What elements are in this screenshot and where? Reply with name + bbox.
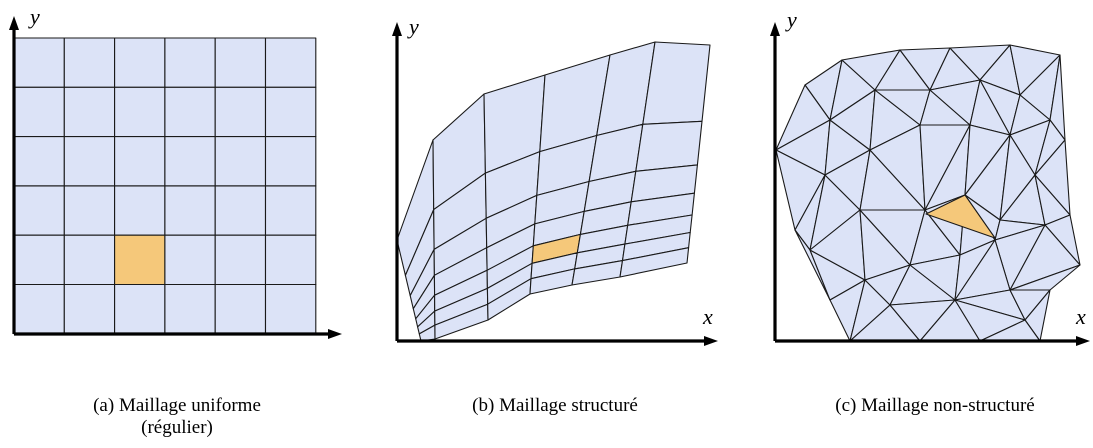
mesh-cell <box>164 283 216 335</box>
mesh-cell <box>264 185 317 236</box>
mesh-cell <box>13 185 65 236</box>
mesh-cell <box>13 234 65 286</box>
x-axis-arrowhead-c <box>1076 336 1090 346</box>
mesh-cell <box>114 185 166 236</box>
y-axis-label-c: y <box>785 7 797 32</box>
panel-c-axes: y x <box>770 7 1090 346</box>
panel-structured-mesh <box>396 41 711 342</box>
mesh-cell <box>264 136 317 187</box>
mesh-cell <box>13 136 65 187</box>
panel-a-axes: y <box>9 4 342 339</box>
mesh-cell <box>642 41 711 125</box>
mesh-cell <box>164 136 216 187</box>
mesh-cell <box>164 234 216 286</box>
y-axis-arrowhead-b <box>392 22 402 36</box>
panel-unstructured-mesh <box>775 44 1081 342</box>
mesh-cell <box>164 37 216 88</box>
mesh-cell <box>13 283 65 335</box>
y-axis-label-b: y <box>407 14 419 39</box>
caption-b-line1: (b) Maillage structuré <box>472 395 638 416</box>
mesh-cell <box>214 234 267 286</box>
x-axis-label-b: x <box>702 304 713 329</box>
caption-a: (a) Maillage uniforme (régulier) <box>62 395 292 439</box>
y-axis-arrowhead-a <box>9 16 19 30</box>
panel-b-axes: y x <box>392 14 718 346</box>
mesh-cell <box>214 185 267 236</box>
mesh-cell <box>214 86 267 138</box>
mesh-cell <box>114 136 166 187</box>
mesh-cell <box>13 37 65 88</box>
caption-a-line2: (régulier) <box>141 417 213 438</box>
y-axis-arrowhead-c <box>770 22 780 36</box>
x-axis-label-c: x <box>1075 304 1086 329</box>
mesh-cell <box>114 283 166 335</box>
mesh-cell <box>264 234 317 286</box>
mesh-cell <box>13 86 65 138</box>
mesh-cell <box>619 247 690 278</box>
mesh-cell <box>63 136 116 187</box>
mesh-cell <box>214 283 267 335</box>
mesh-cell <box>63 86 116 138</box>
mesh-cell <box>63 283 116 335</box>
mesh-cell <box>214 37 267 88</box>
highlighted-triangle <box>925 194 996 239</box>
mesh-cell <box>63 37 116 88</box>
caption-c-line1: (c) Maillage non-structuré <box>835 395 1035 416</box>
caption-a-line1: (a) Maillage uniforme <box>93 395 261 416</box>
x-axis-arrowhead-b <box>704 336 718 346</box>
mesh-cell <box>264 37 317 88</box>
mesh-cell <box>214 136 267 187</box>
x-axis-arrowhead-a <box>328 329 342 339</box>
caption-b: (b) Maillage structuré <box>440 395 670 417</box>
caption-c: (c) Maillage non-structuré <box>800 395 1070 417</box>
mesh-cell <box>264 283 317 335</box>
highlighted-cell <box>114 234 166 286</box>
mesh-cell <box>63 234 116 286</box>
y-axis-label-a: y <box>28 4 40 29</box>
mesh-cell <box>114 37 166 88</box>
mesh-cell <box>264 86 317 138</box>
mesh-cell <box>164 86 216 138</box>
panel-uniform-mesh <box>13 37 317 335</box>
mesh-cell <box>63 185 116 236</box>
mesh-cell <box>114 86 166 138</box>
mesh-cell <box>164 185 216 236</box>
mesh-cell <box>635 120 703 172</box>
